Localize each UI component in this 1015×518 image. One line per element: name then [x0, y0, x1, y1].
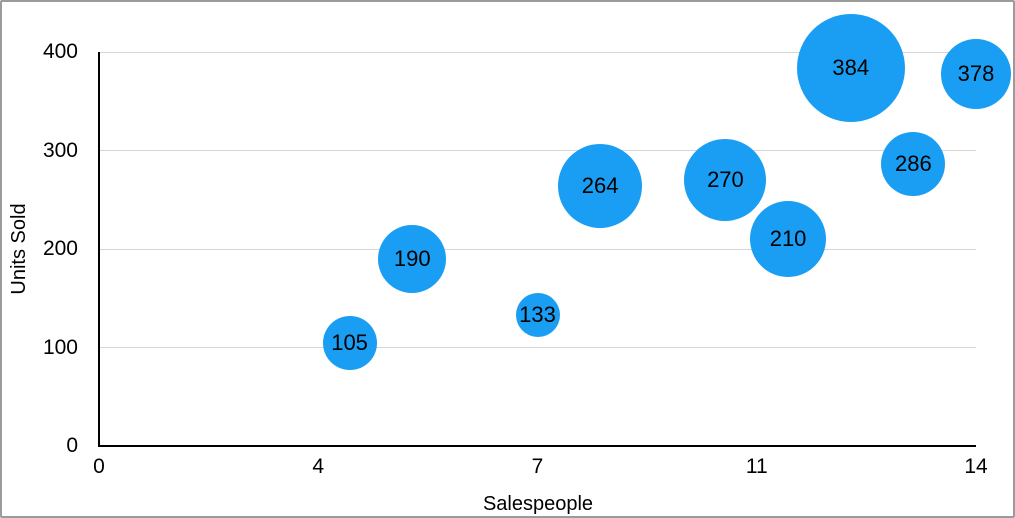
gridline-y-300 — [99, 150, 976, 151]
x-axis-line — [98, 445, 976, 447]
y-tick-label-300: 300 — [42, 138, 78, 162]
gridline-y-200 — [99, 248, 976, 250]
bubble-264[interactable]: 264 — [558, 143, 643, 228]
bubble-378[interactable]: 378 — [941, 38, 1011, 109]
bubble-384[interactable]: 384 — [796, 13, 905, 122]
bubble-value-label: 264 — [581, 172, 619, 198]
gridline-y-100 — [99, 347, 976, 348]
x-tick-label-11: 11 — [745, 455, 768, 478]
bubble-value-label: 105 — [331, 329, 368, 355]
y-tick-label-400: 400 — [42, 40, 78, 63]
bubble-133[interactable]: 133 — [515, 292, 560, 337]
x-tick-label-0: 0 — [93, 455, 105, 478]
x-tick-label-14: 14 — [964, 455, 988, 478]
bubble-value-label: 270 — [707, 167, 744, 193]
bubble-286[interactable]: 286 — [881, 132, 946, 197]
x-axis-title: Salespeople — [482, 493, 594, 515]
x-tick-label-7: 7 — [531, 455, 544, 478]
bubble-value-label: 384 — [832, 54, 870, 80]
bubble-value-label: 286 — [894, 151, 932, 177]
bubble-value-label: 133 — [519, 301, 556, 327]
bubble-value-label: 190 — [393, 245, 431, 271]
bubble-value-label: 210 — [769, 226, 807, 252]
bubble-105[interactable]: 105 — [322, 315, 377, 370]
gridline-y-400 — [99, 51, 976, 53]
bubble-270[interactable]: 270 — [684, 139, 767, 222]
x-tick-label-4: 4 — [312, 455, 325, 478]
y-tick-label-0: 0 — [66, 434, 78, 457]
y-axis-line — [98, 52, 100, 447]
bubble-210[interactable]: 210 — [750, 201, 827, 278]
bubble-value-label: 378 — [957, 60, 995, 86]
y-tick-label-100: 100 — [42, 335, 78, 359]
bubble-190[interactable]: 190 — [378, 224, 447, 293]
y-tick-label-200: 200 — [42, 237, 78, 260]
